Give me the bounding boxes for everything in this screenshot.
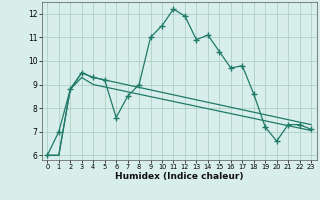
X-axis label: Humidex (Indice chaleur): Humidex (Indice chaleur): [115, 172, 244, 181]
